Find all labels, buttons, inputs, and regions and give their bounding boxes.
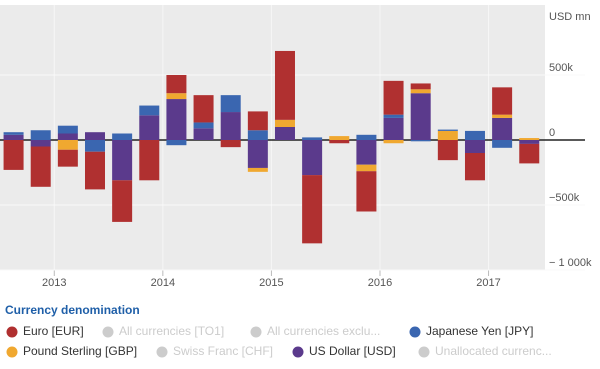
x-tick-label: 2013 xyxy=(42,277,66,289)
bar-segment xyxy=(247,167,268,172)
bar-segment xyxy=(302,175,323,244)
bar-segment xyxy=(356,171,377,212)
bar-segment xyxy=(84,132,105,140)
x-tick-label: 2016 xyxy=(368,277,392,289)
legend-marker[interactable] xyxy=(156,346,168,358)
bar-segment xyxy=(30,140,51,147)
legend-label[interactable]: Swiss Franc [CHF] xyxy=(173,344,273,358)
bar-segment xyxy=(166,140,187,146)
bar-segment xyxy=(57,133,78,140)
bar-segment xyxy=(166,99,187,140)
bar-segment xyxy=(492,114,513,118)
bar-segment xyxy=(437,130,458,140)
bar-segment xyxy=(247,140,268,168)
legend-label[interactable]: Euro [EUR] xyxy=(23,324,84,338)
bar-segment xyxy=(356,164,377,172)
bar-segment xyxy=(492,117,513,140)
legend-label[interactable]: US Dollar [USD] xyxy=(309,344,396,358)
legend-label[interactable]: All currencies exclu... xyxy=(267,324,380,338)
legend-marker[interactable] xyxy=(6,326,18,338)
legend-label[interactable]: Unallocated currenc... xyxy=(435,344,552,358)
bar-segment xyxy=(220,112,241,140)
bar-segment xyxy=(437,129,458,131)
legend-label[interactable]: Pound Sterling [GBP] xyxy=(23,344,137,358)
bar-segment xyxy=(139,105,160,116)
bar-segment xyxy=(112,140,133,181)
bar-segment xyxy=(112,133,133,140)
bar-segment xyxy=(193,95,214,123)
bar-segment xyxy=(193,128,214,140)
bar-segment xyxy=(410,89,431,94)
bar-segment xyxy=(193,122,214,129)
bar-segment xyxy=(410,140,431,142)
legend-marker[interactable] xyxy=(250,326,262,338)
bar-segment xyxy=(383,117,404,140)
bar-segment xyxy=(329,136,350,140)
legend-title: Currency denomination xyxy=(5,303,140,317)
bar-segment xyxy=(84,140,105,152)
x-tick-label: 2014 xyxy=(151,277,175,289)
bar-segment xyxy=(57,125,78,134)
x-tick-label: 2017 xyxy=(476,277,500,289)
legend-marker[interactable] xyxy=(409,326,421,338)
legend-label[interactable]: All currencies [TO1] xyxy=(119,324,224,338)
bar-segment xyxy=(57,149,78,167)
legend-marker[interactable] xyxy=(292,346,304,358)
bar-segment xyxy=(464,130,485,140)
y-tick-label: − 1 000k xyxy=(549,257,592,269)
bar-segment xyxy=(274,50,295,120)
plot-area xyxy=(0,5,545,270)
legend-marker[interactable] xyxy=(418,346,430,358)
bar-segment xyxy=(492,87,513,115)
bar-segment xyxy=(464,140,485,153)
bar-segment xyxy=(383,80,404,115)
bar-segment xyxy=(519,143,540,164)
bar-segment xyxy=(302,140,323,176)
bar-segment xyxy=(166,93,187,100)
bar-segment xyxy=(437,140,458,161)
bar-segment xyxy=(519,138,540,140)
bar-segment xyxy=(166,75,187,94)
bar-segment xyxy=(247,111,268,131)
x-tick-label: 2015 xyxy=(259,277,283,289)
bar-segment xyxy=(30,130,51,140)
legend-marker[interactable] xyxy=(102,326,114,338)
bar-segment xyxy=(57,140,78,150)
bar-segment xyxy=(220,95,241,113)
legend-marker[interactable] xyxy=(6,346,18,358)
bar-segment xyxy=(410,93,431,140)
bar-segment xyxy=(464,153,485,181)
bar-segment xyxy=(3,132,24,135)
bar-segment xyxy=(492,140,513,148)
bar-segment xyxy=(410,83,431,90)
bar-segment xyxy=(112,180,133,222)
bar-segment xyxy=(356,134,377,140)
y-tick-label: 500k xyxy=(549,62,573,74)
bar-segment xyxy=(383,140,404,144)
y-axis-title: USD mn xyxy=(549,11,591,23)
bar-segment xyxy=(383,114,404,118)
bar-segment xyxy=(519,140,540,144)
bar-segment xyxy=(274,127,295,140)
bar-segment xyxy=(139,140,160,181)
bar-segment xyxy=(84,151,105,190)
bar-segment xyxy=(30,146,51,187)
bar-segment xyxy=(329,140,350,144)
bar-segment xyxy=(3,134,24,140)
legend-label[interactable]: Japanese Yen [JPY] xyxy=(426,324,533,338)
bar-segment xyxy=(3,140,24,170)
y-tick-label: −500k xyxy=(549,192,580,204)
bar-segment xyxy=(356,140,377,165)
bar-segment xyxy=(274,119,295,127)
bar-segment xyxy=(247,130,268,140)
bar-segment xyxy=(220,140,241,148)
bar-segment xyxy=(302,137,323,140)
bar-segment xyxy=(139,115,160,140)
y-tick-label: 0 xyxy=(549,127,555,139)
